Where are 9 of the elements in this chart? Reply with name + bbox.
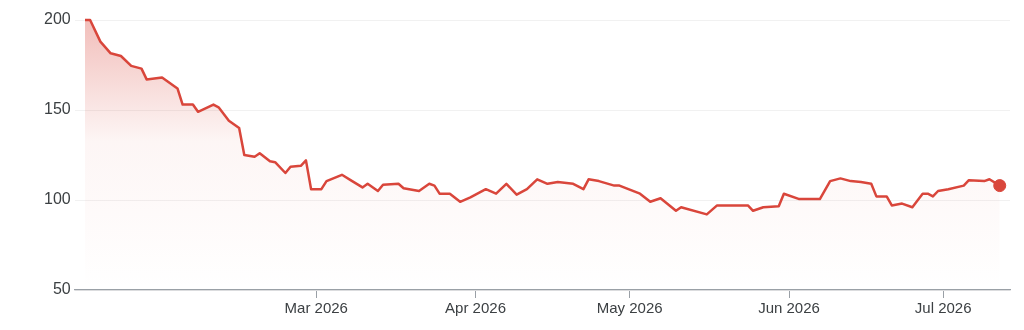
x-tick-label: Jul 2026 bbox=[914, 299, 972, 317]
x-tick-label: Jun 2026 bbox=[758, 299, 820, 317]
x-tick-label: Mar 2026 bbox=[284, 299, 348, 317]
y-tick-label: 50 bbox=[52, 280, 71, 298]
x-tick-label: May 2026 bbox=[596, 299, 663, 317]
y-tick-label: 200 bbox=[43, 10, 71, 28]
y-tick-label: 150 bbox=[43, 100, 71, 118]
y-tick-label: 100 bbox=[43, 190, 71, 208]
x-tick-label: Apr 2026 bbox=[445, 299, 506, 317]
